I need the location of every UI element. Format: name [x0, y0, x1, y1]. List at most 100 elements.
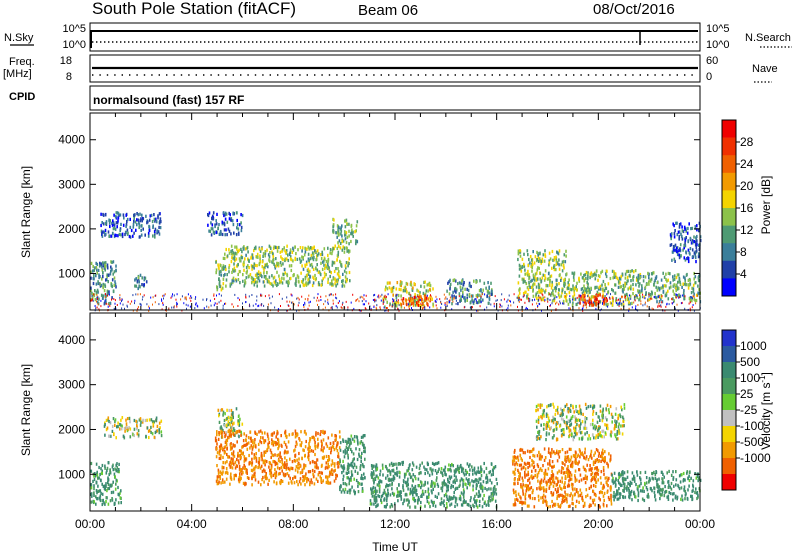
range-cell — [241, 256, 244, 260]
range-cell — [226, 254, 229, 258]
range-cell — [542, 273, 545, 277]
range-cell — [209, 229, 212, 233]
range-cell — [355, 229, 357, 233]
range-cell — [183, 302, 185, 305]
range-cell — [655, 275, 658, 279]
range-cell — [232, 461, 234, 465]
range-cell — [510, 300, 511, 303]
range-cell — [299, 284, 301, 288]
range-cell — [245, 265, 248, 269]
range-cell — [234, 245, 236, 249]
range-cell — [397, 307, 399, 310]
range-cell — [546, 481, 549, 485]
range-cell — [156, 429, 159, 433]
range-cell — [345, 271, 348, 275]
range-cell — [332, 277, 335, 281]
range-cell — [333, 218, 335, 222]
range-cell — [161, 308, 163, 311]
range-cell — [440, 497, 443, 501]
range-cell — [540, 259, 543, 263]
range-cell — [344, 225, 347, 229]
range-cell — [565, 254, 567, 258]
range-cell — [349, 441, 351, 445]
range-cell — [97, 476, 99, 480]
range-cell — [251, 277, 253, 281]
range-cell — [109, 219, 111, 223]
range-cell — [481, 485, 484, 489]
range-cell — [599, 293, 601, 297]
range-cell — [529, 261, 531, 265]
range-cell — [375, 498, 377, 502]
range-cell — [265, 275, 267, 279]
range-cell — [549, 305, 551, 307]
range-cell — [249, 273, 252, 277]
range-cell — [238, 420, 241, 424]
range-cell — [175, 298, 177, 301]
range-cell — [488, 285, 490, 289]
range-cell — [347, 467, 350, 471]
range-cell — [219, 408, 222, 413]
range-cell — [221, 427, 223, 431]
range-cell — [606, 476, 608, 480]
range-cell — [246, 447, 249, 451]
range-cell — [475, 486, 478, 491]
range-cell — [332, 441, 335, 445]
range-cell — [341, 284, 344, 288]
range-cell — [323, 431, 325, 435]
range-cell — [263, 460, 266, 464]
range-cell — [535, 285, 538, 289]
cpid-text: normalsound (fast) 157 RF — [93, 93, 244, 107]
range-cell — [552, 258, 554, 262]
range-cell — [329, 251, 331, 255]
range-cell — [403, 499, 405, 503]
range-cell — [635, 294, 637, 298]
range-cell — [573, 272, 575, 276]
range-cell — [448, 496, 451, 500]
range-cell — [335, 446, 338, 450]
range-cell — [397, 299, 399, 302]
range-cell — [496, 482, 498, 486]
range-cell — [575, 302, 578, 307]
range-cell — [157, 216, 159, 220]
range-cell — [583, 294, 585, 296]
range-cell — [678, 223, 681, 227]
range-cell — [539, 251, 541, 255]
range-cell — [257, 255, 259, 259]
range-cell — [373, 502, 375, 506]
range-cell — [679, 280, 681, 284]
range-cell — [412, 490, 414, 494]
range-cell — [361, 487, 364, 491]
range-cell — [550, 274, 553, 278]
range-cell — [325, 295, 327, 298]
range-cell — [113, 226, 116, 230]
range-cell — [294, 282, 297, 286]
range-cell — [313, 276, 315, 281]
range-cell — [279, 451, 281, 455]
range-cell — [286, 451, 288, 455]
range-cell — [415, 488, 418, 492]
range-cell — [240, 449, 242, 453]
range-cell — [582, 306, 584, 309]
range-cell — [332, 217, 334, 221]
range-cell — [216, 212, 218, 216]
range-cell — [332, 299, 334, 302]
range-cell — [360, 440, 363, 444]
range-cell — [474, 500, 477, 504]
range-cell — [339, 458, 341, 462]
range-cell — [222, 466, 225, 470]
range-cell — [481, 489, 484, 493]
range-cell — [107, 273, 110, 277]
range-cell — [266, 262, 268, 266]
range-cell — [587, 286, 589, 290]
range-cell — [602, 299, 605, 303]
range-cell — [90, 500, 93, 504]
range-cell — [376, 308, 378, 311]
range-cell — [309, 280, 311, 284]
range-cell — [97, 489, 99, 493]
range-cell — [233, 266, 236, 270]
range-cell — [134, 302, 135, 305]
range-cell — [202, 298, 204, 301]
range-cell — [339, 241, 342, 246]
range-cell — [296, 442, 298, 446]
range-cell — [696, 294, 698, 297]
